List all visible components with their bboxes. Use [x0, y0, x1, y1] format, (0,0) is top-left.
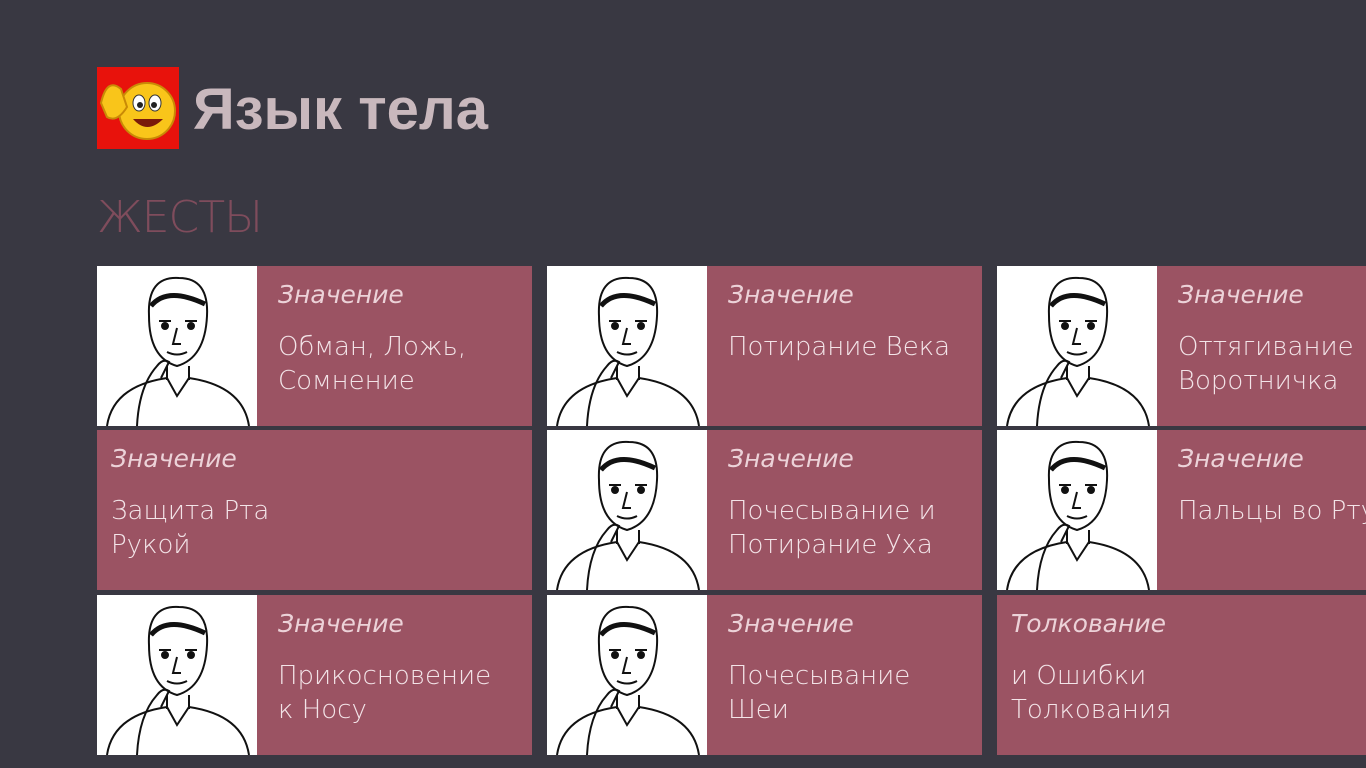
- tile-image: [547, 266, 707, 426]
- tile-text: Толкования: [1011, 695, 1172, 725]
- tile[interactable]: Значение Почесывание и Потирание Уха: [547, 430, 982, 590]
- tile[interactable]: Значение Потирание Века: [547, 266, 982, 426]
- section-title[interactable]: ЖЕСТЫ: [97, 192, 263, 243]
- tile-text: Почесывание: [728, 661, 911, 691]
- tile-text: Шеи: [728, 695, 789, 725]
- tile[interactable]: Значение Оттягивание Воротничка: [997, 266, 1366, 426]
- tile-image: [547, 430, 707, 590]
- tile-label: Значение: [1178, 444, 1304, 473]
- tile-image: [97, 266, 257, 426]
- tile-text: Сомнение: [278, 366, 415, 396]
- tile-text: Обман, Ложь,: [278, 332, 467, 362]
- tile-text: Потирание Уха: [728, 530, 933, 560]
- app-title: Язык тела: [193, 77, 488, 142]
- tile-label: Значение: [278, 609, 404, 638]
- tile[interactable]: Толкование и Ошибки Толкования: [997, 595, 1366, 755]
- tile[interactable]: Значение Пальцы во Рту: [997, 430, 1366, 590]
- tile-text: Потирание Века: [728, 332, 951, 362]
- tile-text: Оттягивание: [1178, 332, 1354, 362]
- tile-image: [547, 595, 707, 755]
- tile-label: Значение: [728, 444, 854, 473]
- tile-text: Рукой: [111, 530, 191, 560]
- tile[interactable]: Значение Обман, Ложь, Сомнение: [97, 266, 532, 426]
- tile-text: и Ошибки: [1011, 661, 1147, 691]
- app-logo: [97, 67, 179, 149]
- tile-text: к Носу: [278, 695, 367, 725]
- tile-label: Толкование: [1011, 609, 1166, 638]
- tile-text: Почесывание и: [728, 496, 936, 526]
- tile[interactable]: Значение Защита Рта Рукой: [97, 430, 532, 590]
- tile-image: [97, 595, 257, 755]
- tile-label: Значение: [728, 609, 854, 638]
- tile[interactable]: Значение Почесывание Шеи: [547, 595, 982, 755]
- tile-label: Значение: [111, 444, 237, 473]
- tile-text: Прикосновение: [278, 661, 492, 691]
- tile[interactable]: Значение Прикосновение к Носу: [97, 595, 532, 755]
- tile-image: [997, 430, 1157, 590]
- tile-text: Пальцы во Рту: [1178, 496, 1366, 526]
- tile-text: Воротничка: [1178, 366, 1339, 396]
- tile-label: Значение: [728, 280, 854, 309]
- tile-text: Защита Рта: [111, 496, 270, 526]
- tile-image: [997, 266, 1157, 426]
- tile-label: Значение: [278, 280, 404, 309]
- tile-label: Значение: [1178, 280, 1304, 309]
